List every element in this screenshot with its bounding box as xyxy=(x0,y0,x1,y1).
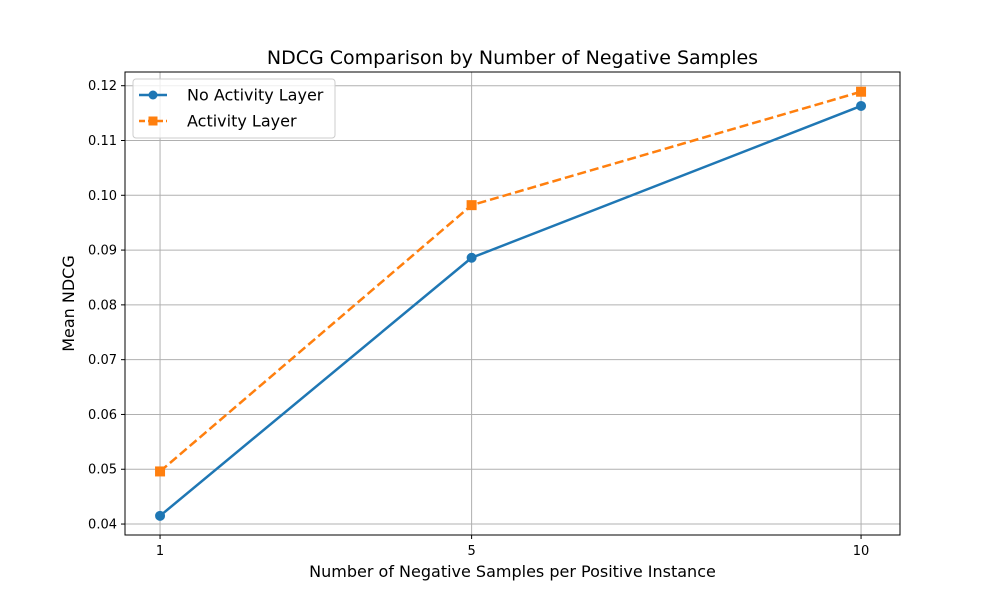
y-tick-label: 0.12 xyxy=(88,79,117,94)
data-point xyxy=(856,100,867,111)
x-tick-label: 10 xyxy=(853,544,870,559)
y-tick-label: 0.08 xyxy=(88,298,117,313)
legend-marker xyxy=(148,90,158,100)
y-tick-label: 0.10 xyxy=(88,189,117,204)
x-tick-label: 5 xyxy=(467,544,475,559)
legend-item: No Activity Layer xyxy=(139,86,324,105)
axis-ticks: 0.04 0.05 0.06 0.07 0.08 0.09 0.10 0.11 0.12 1 5 10 xyxy=(88,79,869,559)
y-tick-label: 0.06 xyxy=(88,408,117,423)
y-tick-label: 0.07 xyxy=(88,353,117,368)
plot-frame xyxy=(124,71,901,536)
x-axis-label: Number of Negative Samples per Positive … xyxy=(309,562,716,581)
series-lines xyxy=(155,86,867,521)
y-tick-label: 0.09 xyxy=(88,244,117,259)
series-1 xyxy=(155,86,867,477)
chart-title: NDCG Comparison by Number of Negative Sa… xyxy=(267,47,758,69)
x-tick-label: 1 xyxy=(156,544,164,559)
y-tick-label: 0.05 xyxy=(88,463,117,478)
y-tick-label: 0.11 xyxy=(88,134,117,149)
legend-label: No Activity Layer xyxy=(187,86,324,105)
legend-box xyxy=(132,78,336,139)
series-0 xyxy=(155,100,867,521)
data-point xyxy=(466,252,477,263)
legend-marker xyxy=(148,116,158,126)
legend-item: Activity Layer xyxy=(139,112,297,131)
legend: No Activity Layer Activity Layer xyxy=(132,78,336,139)
y-tick-label: 0.04 xyxy=(88,518,117,533)
data-point xyxy=(466,200,477,211)
legend-label: Activity Layer xyxy=(187,112,297,131)
y-axis-label: Mean NDCG xyxy=(59,255,78,352)
data-point xyxy=(155,466,166,477)
data-point xyxy=(155,510,166,521)
data-point xyxy=(856,86,867,97)
